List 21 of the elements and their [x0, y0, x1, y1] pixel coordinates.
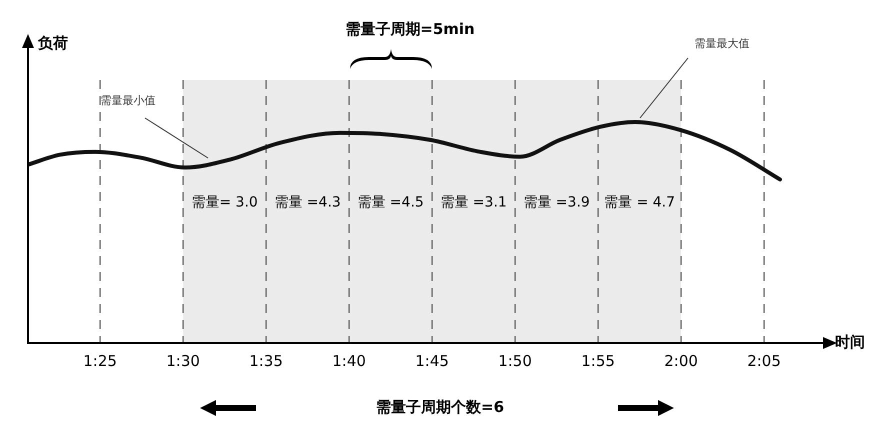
text: 需量最大值 [694, 36, 750, 50]
annotation: 需量= 3.0 [191, 194, 258, 211]
text: 需量最小值 [100, 94, 156, 107]
x-tick-label: 1:55 [581, 352, 615, 370]
x-tick-label: 1:35 [249, 352, 283, 370]
x-tick-label: 2:05 [747, 352, 781, 370]
text: 需量子周期=5min [345, 20, 475, 38]
y-axis-title: 负荷 [37, 34, 68, 52]
annotation: 需量 =4.3 [274, 194, 341, 211]
text: 需量子周期个数=6 [376, 398, 504, 416]
annotation: 需量 = 4.7 [604, 194, 676, 211]
annotation: 需量 =3.9 [523, 194, 590, 211]
x-tick-label: 2:00 [664, 352, 698, 370]
x-axis-title: 时间 [835, 332, 865, 351]
x-tick-label: 1:25 [83, 352, 117, 370]
annotation: 需量 =3.1 [440, 194, 507, 211]
x-tick-label: 1:45 [415, 352, 449, 370]
x-tick-label: 1:50 [498, 352, 532, 370]
x-tick-label: 1:30 [166, 352, 200, 370]
annotation: 需量 =4.5 [357, 194, 424, 211]
x-tick-label: 1:40 [332, 352, 366, 370]
